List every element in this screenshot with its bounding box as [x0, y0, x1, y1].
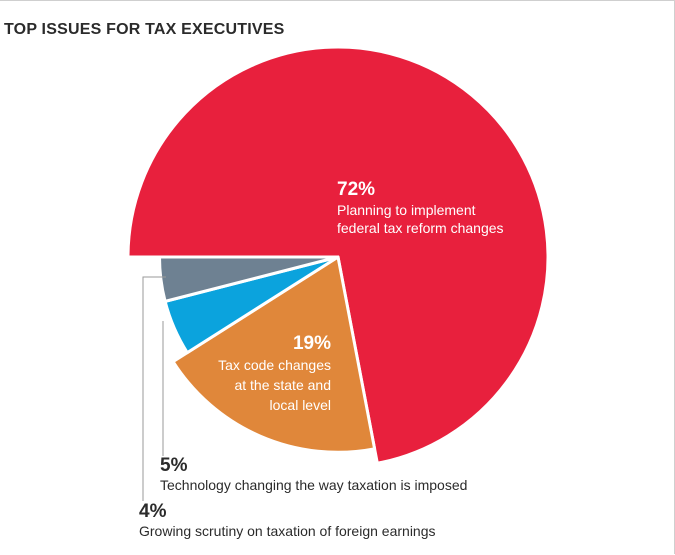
slice-percent-state-local: 19% [293, 333, 331, 354]
slice-desc-foreign: Growing scrutiny on taxation of foreign … [139, 523, 436, 539]
slice-percent-foreign: 4% [139, 501, 167, 522]
slice-percent-technology: 5% [160, 455, 188, 476]
slice-label-planning: 72% Planning to implement federal tax re… [337, 179, 504, 236]
slice-planning [126, 45, 550, 465]
slice-label-state-local: 19% Tax code changes at the state and lo… [218, 333, 331, 413]
slice-desc-planning-line2: federal tax reform changes [337, 220, 504, 236]
slice-desc-technology: Technology changing the way taxation is … [160, 477, 467, 493]
slice-desc-planning-line1: Planning to implement [337, 202, 476, 218]
slice-label-technology: 5% Technology changing the way taxation … [160, 455, 467, 493]
slice-desc-state-local-line2: at the state and [234, 377, 331, 393]
slice-desc-state-local-line3: local level [270, 397, 331, 413]
slice-state-local [171, 255, 377, 454]
leader-line-foreign [142, 276, 166, 501]
slice-percent-planning: 72% [337, 179, 375, 200]
chart-title: TOP ISSUES FOR TAX EXECUTIVES [4, 21, 285, 38]
slice-desc-state-local-line1: Tax code changes [218, 357, 331, 373]
slice-label-foreign: 4% Growing scrutiny on taxation of forei… [139, 501, 436, 539]
slice-foreign [158, 255, 340, 303]
